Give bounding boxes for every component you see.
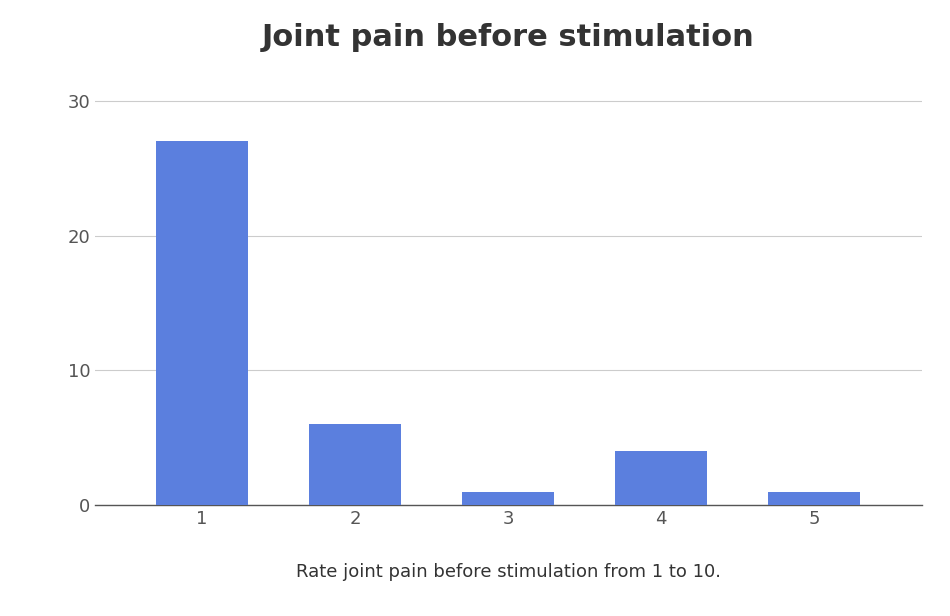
Bar xyxy=(156,141,248,505)
X-axis label: Rate joint pain before stimulation from 1 to 10.: Rate joint pain before stimulation from … xyxy=(295,562,721,581)
Bar xyxy=(463,492,554,505)
Bar xyxy=(769,492,861,505)
Title: Joint pain before stimulation: Joint pain before stimulation xyxy=(262,23,754,52)
Bar xyxy=(310,424,401,505)
Bar xyxy=(616,451,707,505)
